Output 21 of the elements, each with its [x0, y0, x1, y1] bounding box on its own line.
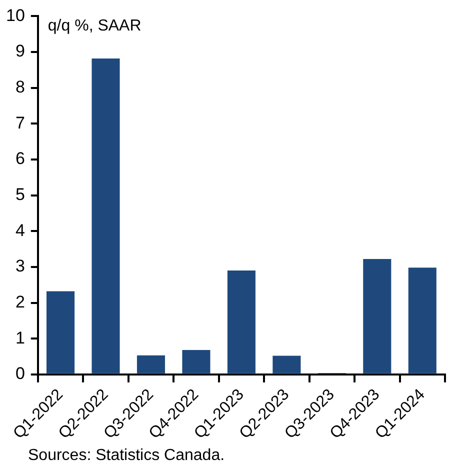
y-tick-label: 8 — [15, 78, 25, 97]
bar — [182, 350, 210, 374]
y-tick-label: 3 — [15, 256, 25, 276]
bar — [46, 291, 75, 374]
y-tick-label: 1 — [15, 328, 25, 348]
bar — [227, 270, 256, 374]
bar — [272, 356, 301, 374]
source-note: Sources: Statistics Canada. — [28, 447, 225, 465]
y-tick-label: 7 — [15, 113, 25, 132]
bar — [136, 355, 166, 374]
y-tick-label: 4 — [15, 220, 25, 240]
y-tick-label: 6 — [15, 149, 25, 168]
y-tick-label: 9 — [15, 42, 25, 61]
y-tick-label: 10 — [6, 6, 25, 25]
bar — [92, 58, 120, 374]
y-tick-label: 0 — [15, 364, 25, 384]
bar — [408, 268, 436, 374]
y-axis-title: q/q %, SAAR — [48, 18, 142, 35]
bar — [363, 259, 392, 374]
y-tick-label: 2 — [15, 292, 25, 312]
y-tick-label: 5 — [15, 184, 25, 204]
